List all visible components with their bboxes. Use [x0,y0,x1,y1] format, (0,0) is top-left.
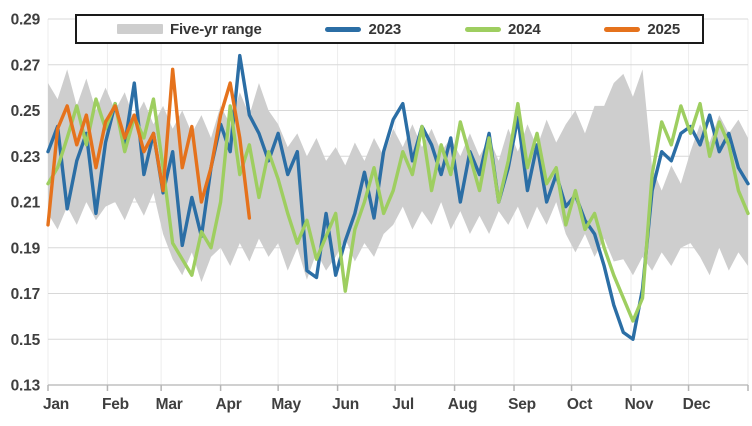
series-line-2025 [46,67,252,227]
y-axis-label: 0.15 [11,332,41,349]
x-axis-label: Jun [332,396,359,413]
x-axis-label: Mar [156,396,183,413]
series-2025-swatch [604,26,641,32]
legend-item-2024: 2024 [464,20,541,38]
x-axis-label: Aug [448,396,478,413]
y-axis-label: 0.17 [11,286,40,303]
legend-label-2024: 2024 [507,20,541,38]
legend-label-five-yr-range: Five-yr range [170,20,262,38]
series-2023-swatch [325,26,362,32]
y-axis-label: 0.23 [11,149,41,166]
legend-item-2025: 2025 [604,21,680,38]
y-axis-label: 0.29 [11,12,41,29]
chart-legend: Five-yr range 2023 2024 2025 [75,14,704,44]
x-axis-label: Dec [683,396,711,413]
legend-item-2023: 2023 [325,21,401,38]
x-axis-label: Sep [508,396,536,413]
x-axis-label: Jul [392,396,414,413]
y-axis-label: 0.27 [11,57,40,74]
y-axis-label: 0.25 [11,103,41,120]
x-axis-label: Nov [625,396,654,413]
x-axis-label: Oct [567,396,592,413]
x-axis-label: Feb [102,396,129,413]
legend-label-2025: 2025 [647,20,680,38]
x-axis-label: May [271,396,301,413]
x-axis-label: Apr [216,396,242,413]
y-axis-label: 0.13 [11,378,41,395]
y-axis-label: 0.19 [11,240,41,257]
legend-item-five-yr-range: Five-yr range [117,21,262,38]
x-axis-label: Jan [43,396,69,413]
five-yr-range-swatch [117,24,163,34]
y-axis-label: 0.21 [11,195,41,212]
series-2024-swatch [464,26,501,32]
legend-label-2023: 2023 [368,20,402,38]
